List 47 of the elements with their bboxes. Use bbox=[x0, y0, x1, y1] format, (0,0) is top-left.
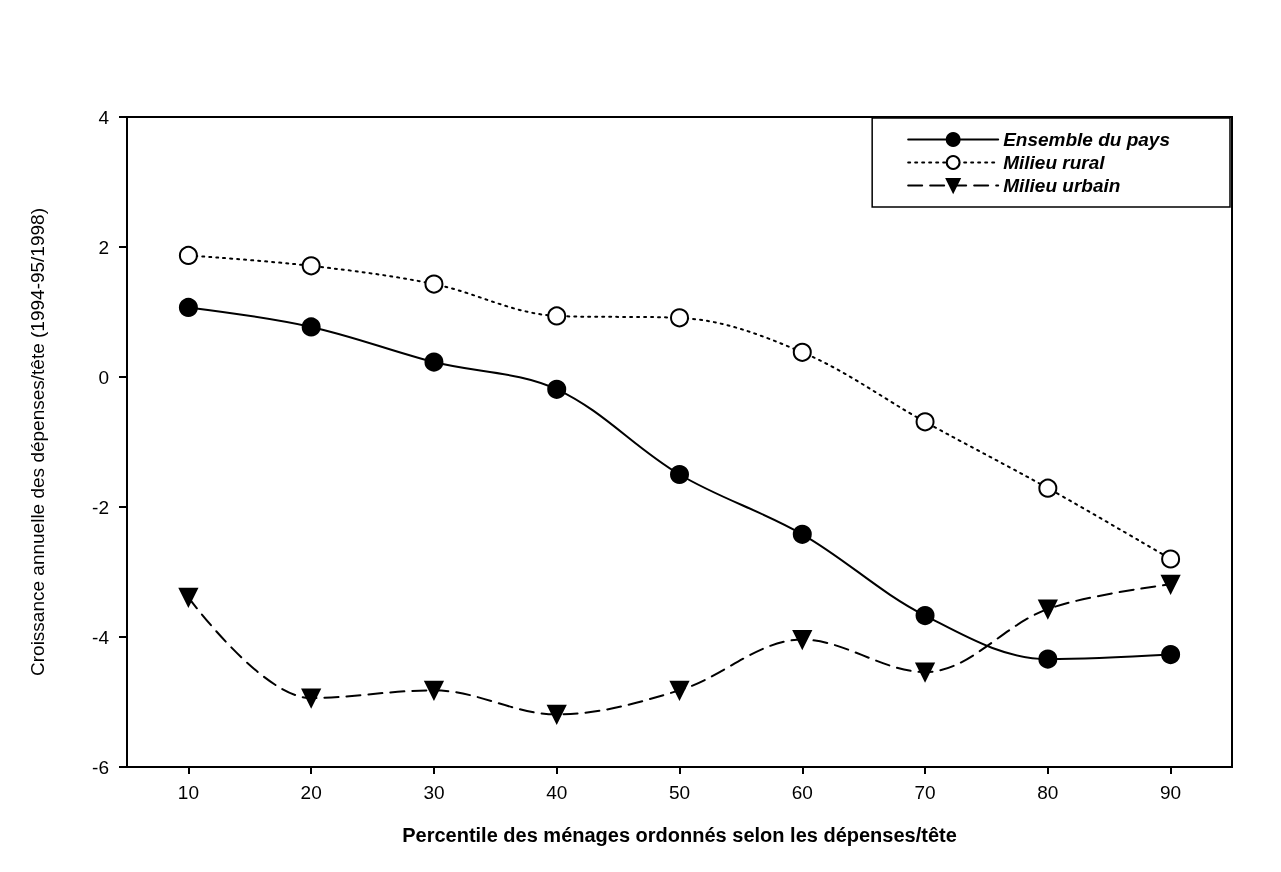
point bbox=[178, 587, 198, 607]
point bbox=[301, 317, 321, 337]
x-tick-label: 30 bbox=[423, 782, 445, 803]
x-tick-label: 60 bbox=[791, 782, 813, 803]
x-tick-label: 80 bbox=[1037, 782, 1059, 803]
point bbox=[301, 256, 321, 276]
point bbox=[424, 680, 444, 700]
x-axis-title: Percentile des ménages ordonnés selon les dépenses/tête bbox=[402, 824, 957, 846]
point bbox=[424, 274, 444, 294]
point bbox=[915, 662, 935, 682]
y-tick-label: 2 bbox=[98, 236, 109, 258]
point bbox=[915, 606, 935, 626]
point bbox=[792, 524, 812, 544]
point bbox=[1038, 649, 1058, 669]
x-tick-label: 10 bbox=[177, 782, 199, 803]
x-tick-label: 40 bbox=[546, 782, 568, 803]
point bbox=[670, 465, 689, 484]
point bbox=[301, 688, 321, 708]
point bbox=[1038, 478, 1058, 498]
y-tick-label: -2 bbox=[92, 496, 109, 518]
point bbox=[1161, 645, 1181, 665]
point bbox=[547, 306, 567, 326]
y-tick-label: -6 bbox=[92, 756, 109, 778]
point bbox=[178, 245, 198, 265]
x-tick-label: 90 bbox=[1160, 782, 1182, 803]
point bbox=[547, 379, 567, 399]
point bbox=[1038, 599, 1058, 619]
legend-label: Ensemble du pays bbox=[1003, 129, 1171, 150]
point bbox=[792, 342, 812, 362]
y-tick-label: 0 bbox=[98, 366, 109, 388]
x-tick-label: 50 bbox=[668, 782, 691, 803]
point bbox=[424, 352, 444, 372]
point bbox=[670, 680, 689, 700]
x-tick-label: 20 bbox=[300, 782, 322, 803]
point bbox=[1161, 549, 1181, 569]
point bbox=[792, 630, 812, 650]
point bbox=[178, 297, 198, 317]
x-tick-label: 70 bbox=[914, 782, 936, 803]
point bbox=[670, 308, 689, 328]
point bbox=[915, 412, 935, 432]
y-axis-title: Croissance annuelle des dépenses/tête (1994-95/1998) bbox=[27, 208, 48, 676]
y-tick-label: 4 bbox=[98, 106, 110, 128]
y-tick-label: -4 bbox=[92, 626, 110, 648]
point bbox=[1161, 574, 1181, 594]
legend-label: Milieu urbain bbox=[1003, 175, 1121, 196]
legend-label: Milieu rural bbox=[1003, 152, 1106, 173]
point bbox=[547, 704, 567, 724]
